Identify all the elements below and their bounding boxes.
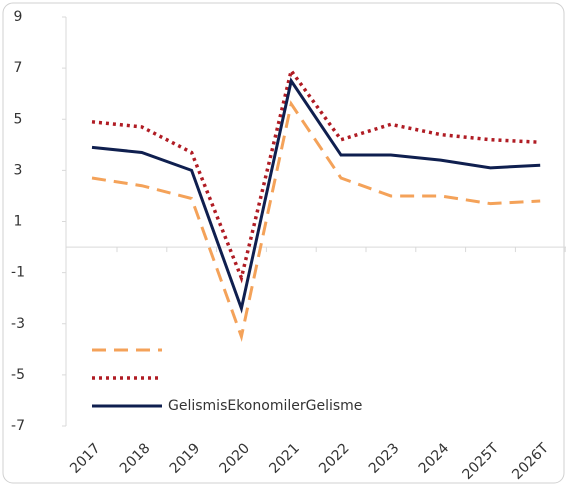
y-tick-label: 5	[14, 111, 23, 127]
chart-border	[2, 2, 565, 484]
y-tick-label: -7	[11, 418, 25, 434]
y-tick-label: 1	[14, 214, 23, 230]
y-tick-label: 7	[14, 60, 23, 76]
y-tick-label: -3	[11, 316, 25, 332]
series-line	[91, 66, 541, 284]
y-tick-label: 3	[14, 162, 23, 178]
y-tick-label: 9	[14, 9, 23, 25]
y-tick-label: -5	[11, 367, 25, 383]
legend-label: GelismisEkonomilerGelisme	[168, 398, 362, 414]
series-line	[91, 100, 541, 342]
y-tick-label: -1	[11, 265, 25, 281]
series-line	[91, 77, 541, 314]
